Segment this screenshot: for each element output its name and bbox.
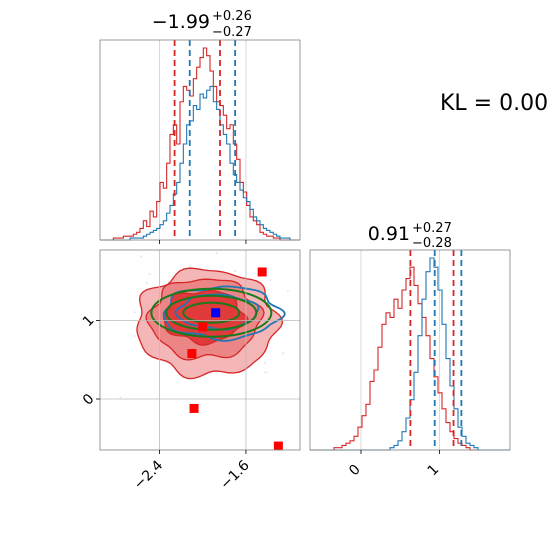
x-tick-label: −2.4	[131, 457, 166, 492]
sample-point	[189, 265, 192, 268]
marginal-y-gridlines	[360, 250, 440, 450]
marginal-x-title-minus: −0.27	[212, 25, 252, 40]
sample-point	[140, 255, 143, 258]
joint-markers	[187, 267, 283, 450]
sample-point	[333, 311, 335, 313]
histogram-series	[100, 85, 300, 241]
green-ellipse-inner	[182, 301, 241, 324]
tick-label: 0	[346, 462, 364, 480]
marginal-y-title-plus: +0.27	[412, 221, 452, 236]
sample-point	[148, 273, 151, 275]
marginal-x-histograms	[100, 47, 300, 241]
marginal-x-panel: −1.99 +0.26 −0.27	[99, 9, 301, 244]
sample-point	[133, 335, 136, 337]
sample-point	[263, 371, 266, 374]
sample-point	[282, 352, 285, 355]
red-square-marker	[198, 322, 208, 332]
joint-frame	[99, 249, 301, 451]
sample-point	[264, 362, 266, 364]
sample-point	[234, 270, 237, 273]
y-tick-label: 1	[80, 312, 98, 330]
sample-point	[119, 396, 122, 399]
sample-point	[134, 311, 137, 314]
marginal-y-title: 0.91	[368, 223, 410, 245]
sample-point	[269, 279, 272, 282]
marginal-x-title-plus: +0.26	[212, 9, 252, 24]
marginal-x-gridlines	[159, 40, 247, 240]
histogram-series	[100, 47, 300, 241]
marginal-x-title: −1.99	[152, 11, 210, 33]
red-square-marker	[187, 349, 197, 359]
blue-contour-outer	[162, 285, 286, 342]
sample-point	[265, 371, 268, 373]
marginal-x-quantile-lines	[173, 40, 237, 240]
marginal-x-frame	[99, 39, 301, 241]
sample-point	[190, 247, 192, 249]
red-square-marker	[257, 267, 267, 277]
sample-point	[146, 282, 148, 284]
sample-point	[287, 290, 289, 292]
sample-point	[266, 293, 269, 296]
joint-gridlines	[100, 250, 300, 450]
marginal-y-frame	[309, 249, 511, 451]
green-ellipse-mid	[165, 294, 258, 331]
x-tick-label: −1.6	[217, 457, 252, 492]
marginal-x-ticks	[159, 240, 247, 244]
blue-square-marker	[211, 308, 221, 318]
joint-panel: −2.4 −1.6 0 1	[80, 247, 335, 493]
y-tick-label: 0	[80, 391, 98, 409]
marginal-y-title-minus: −0.28	[412, 236, 452, 251]
red-square-marker	[189, 403, 199, 413]
kl-annotation: KL = 0.00	[440, 91, 548, 116]
sample-point	[215, 252, 218, 254]
tick-label: 1	[425, 462, 443, 480]
marginal-y-quantile-lines	[409, 250, 463, 450]
red-square-marker	[273, 441, 283, 450]
green-ellipse-outer	[150, 287, 273, 338]
